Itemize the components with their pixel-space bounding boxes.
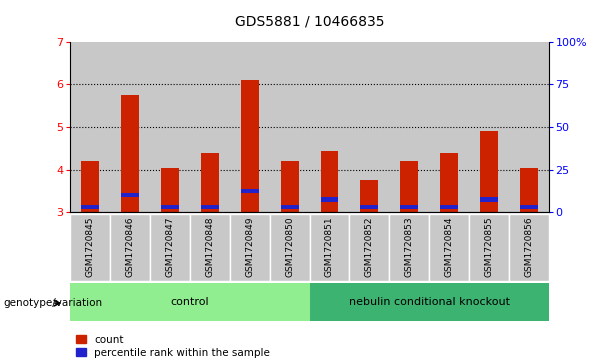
Bar — [82, 161, 99, 212]
Text: GSM1720853: GSM1720853 — [405, 216, 414, 277]
Text: GSM1720855: GSM1720855 — [484, 216, 493, 277]
Bar — [281, 161, 299, 212]
Text: GSM1720849: GSM1720849 — [245, 216, 254, 277]
Text: nebulin conditional knockout: nebulin conditional knockout — [349, 297, 509, 307]
Bar — [480, 131, 498, 212]
Bar — [82, 205, 99, 209]
Bar — [270, 214, 310, 281]
Bar — [230, 42, 270, 212]
Text: GSM1720846: GSM1720846 — [126, 216, 135, 277]
Bar — [440, 152, 458, 212]
Bar — [520, 168, 538, 212]
Bar — [190, 42, 230, 212]
Bar — [321, 197, 338, 202]
Bar — [70, 283, 310, 321]
Text: GSM1720845: GSM1720845 — [86, 216, 95, 277]
Bar — [70, 214, 110, 281]
Text: GSM1720851: GSM1720851 — [325, 216, 334, 277]
Bar — [440, 205, 458, 209]
Bar — [110, 214, 150, 281]
Text: GSM1720847: GSM1720847 — [166, 216, 175, 277]
Bar — [360, 205, 378, 209]
Bar — [469, 42, 509, 212]
Text: GSM1720852: GSM1720852 — [365, 216, 374, 277]
Bar — [201, 152, 219, 212]
Bar — [161, 168, 179, 212]
Bar — [150, 42, 190, 212]
Bar — [121, 95, 139, 212]
Bar — [70, 42, 110, 212]
Bar — [349, 42, 389, 212]
Bar — [281, 205, 299, 209]
Bar — [429, 214, 469, 281]
Bar — [321, 151, 338, 212]
Bar — [161, 205, 179, 209]
Text: GDS5881 / 10466835: GDS5881 / 10466835 — [235, 15, 384, 29]
Bar — [310, 283, 549, 321]
Bar — [110, 42, 150, 212]
Bar — [400, 161, 418, 212]
Text: GSM1720850: GSM1720850 — [285, 216, 294, 277]
Bar — [389, 42, 429, 212]
Bar — [400, 205, 418, 209]
Bar — [150, 214, 190, 281]
Bar — [349, 214, 389, 281]
Bar — [509, 42, 549, 212]
Bar — [201, 205, 219, 209]
Bar — [270, 42, 310, 212]
Bar — [480, 197, 498, 202]
Bar — [469, 214, 509, 281]
Text: GSM1720854: GSM1720854 — [444, 216, 454, 277]
Bar — [360, 180, 378, 212]
Bar — [241, 189, 259, 193]
Text: GSM1720848: GSM1720848 — [205, 216, 215, 277]
Text: control: control — [170, 297, 210, 307]
Bar — [230, 214, 270, 281]
Text: GSM1720856: GSM1720856 — [524, 216, 533, 277]
Bar — [310, 214, 349, 281]
Bar — [520, 205, 538, 209]
Bar — [190, 214, 230, 281]
Bar — [509, 214, 549, 281]
Bar — [241, 80, 259, 212]
Legend: count, percentile rank within the sample: count, percentile rank within the sample — [75, 335, 270, 358]
Bar — [429, 42, 469, 212]
Bar — [121, 193, 139, 197]
Bar — [389, 214, 429, 281]
Text: genotype/variation: genotype/variation — [3, 298, 102, 308]
Bar — [310, 42, 349, 212]
